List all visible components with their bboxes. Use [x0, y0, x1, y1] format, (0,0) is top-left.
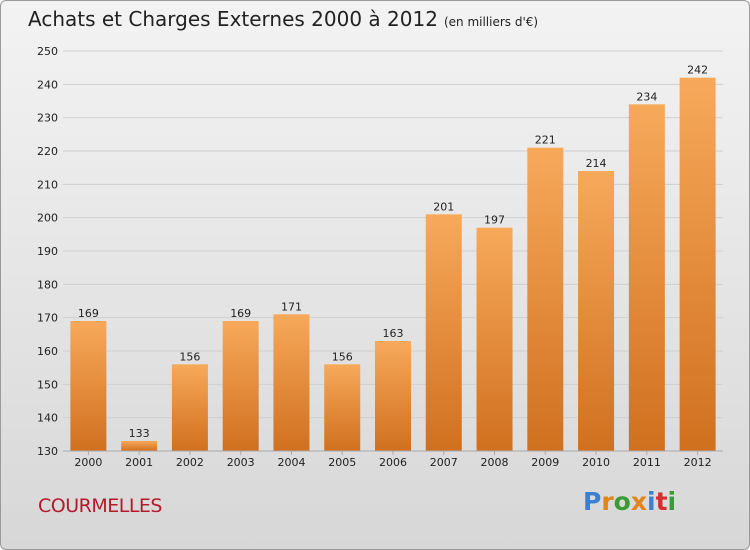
bar-value-label: 242	[687, 64, 708, 77]
logo-letter: i	[667, 487, 677, 516]
bar	[121, 441, 158, 451]
x-tick-label: 2012	[684, 456, 712, 469]
bar-value-label: 171	[281, 300, 302, 313]
y-tick-label: 220	[37, 145, 58, 158]
bar-value-label: 133	[129, 427, 150, 440]
y-tick-label: 130	[37, 445, 58, 458]
bar	[578, 171, 615, 451]
y-tick-label: 180	[37, 278, 58, 291]
y-tick-label: 210	[37, 178, 58, 191]
bar	[476, 227, 513, 451]
commune-name: COURMELLES	[38, 495, 162, 517]
bar-value-label: 201	[433, 200, 454, 213]
x-tick-label: 2003	[227, 456, 255, 469]
x-tick-label: 2006	[379, 456, 407, 469]
bar-value-label: 169	[230, 307, 251, 320]
bar	[324, 364, 361, 451]
bar	[222, 321, 259, 451]
logo-letter: t	[655, 487, 668, 516]
x-tick-label: 2011	[633, 456, 661, 469]
x-tick-label: 2002	[176, 456, 204, 469]
y-tick-label: 230	[37, 112, 58, 125]
logo-letter: o	[613, 487, 631, 516]
y-tick-label: 200	[37, 212, 58, 225]
chart-unit: (en milliers d'€)	[443, 15, 539, 29]
bar-value-label: 169	[78, 307, 99, 320]
y-tick-label: 150	[37, 378, 58, 391]
y-tick-label: 160	[37, 345, 58, 358]
logo-letter: x	[630, 487, 647, 516]
chart-title: Achats et Charges Externes 2000 à 2012 (e…	[28, 7, 538, 31]
logo-letter: r	[601, 487, 614, 516]
bar	[70, 321, 107, 451]
y-tick-label: 190	[37, 245, 58, 258]
bar	[375, 341, 411, 451]
y-tick-label: 140	[37, 412, 58, 425]
proxiti-logo: Proxiti	[583, 487, 676, 516]
x-axis: 2000 2001 2002 2003 2004 2005 2006 2007 2008 2009…	[63, 450, 723, 469]
bar	[273, 314, 310, 451]
logo-letter: P	[583, 487, 602, 516]
y-tick-label: 170	[37, 312, 58, 325]
x-tick-label: 2009	[531, 456, 559, 469]
chart-title-text: Achats et Charges Externes 2000 à 2012	[28, 7, 438, 31]
y-tick-label: 250	[37, 45, 58, 58]
y-tick-label: 240	[37, 78, 58, 91]
bar	[679, 77, 716, 452]
bar	[425, 214, 462, 451]
x-tick-label: 2000	[74, 456, 102, 469]
y-axis: 130 140 150 160 170 180 190 200 210 220 230 240 250	[37, 45, 58, 458]
bar-value-label: 234	[636, 90, 657, 103]
bar-value-label: 214	[586, 157, 607, 170]
bar	[171, 364, 208, 451]
x-tick-label: 2008	[481, 456, 509, 469]
bar-value-label: 221	[535, 134, 556, 147]
x-tick-label: 2007	[430, 456, 458, 469]
bar-value-label: 156	[332, 350, 353, 363]
x-tick-label: 2010	[582, 456, 610, 469]
x-tick-label: 2001	[125, 456, 153, 469]
bar-value-label: 156	[179, 350, 200, 363]
bar-value-label: 163	[383, 327, 404, 340]
x-tick-label: 2004	[277, 456, 305, 469]
bar-value-label: 197	[484, 214, 505, 227]
x-tick-label: 2005	[328, 456, 356, 469]
bars: 169 133 156 169 171 156 163 201 197 221 214 234 242	[70, 64, 716, 452]
bar	[628, 104, 665, 451]
logo-letter: i	[647, 487, 656, 516]
bar	[527, 147, 564, 451]
